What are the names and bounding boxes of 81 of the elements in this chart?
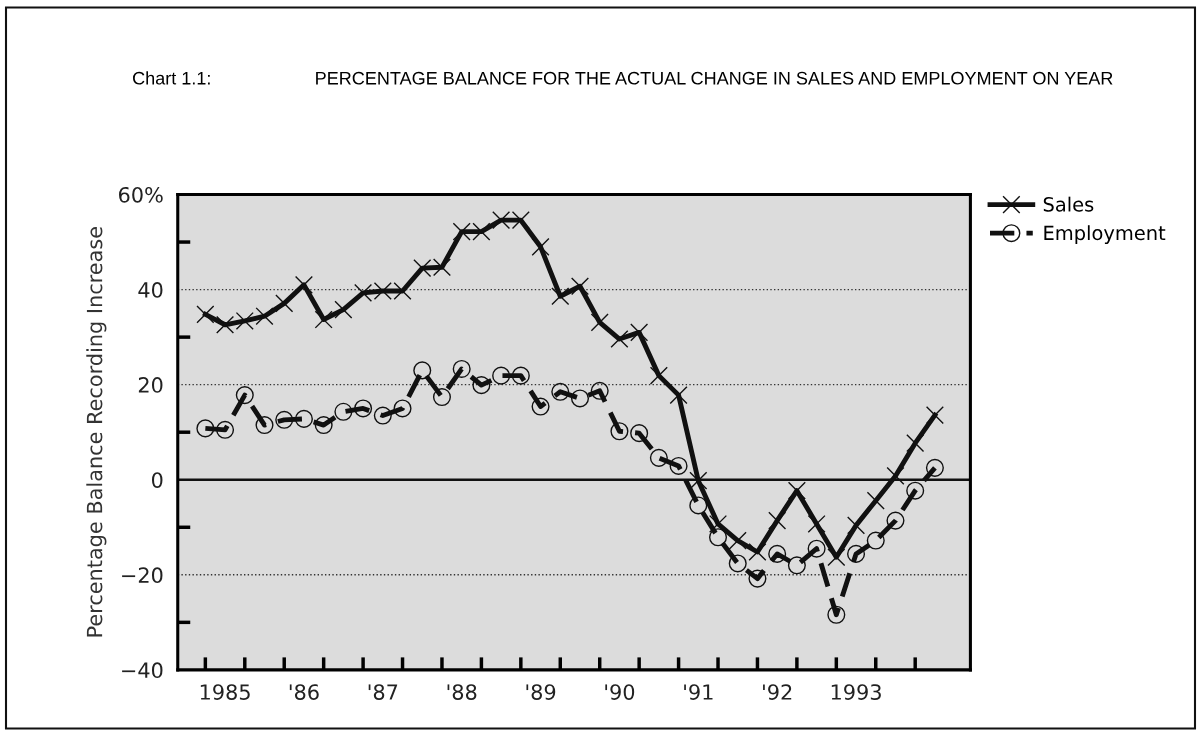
- y-tick-label: 20: [138, 377, 163, 393]
- point: [866, 531, 885, 550]
- point: [847, 516, 866, 535]
- point: [906, 481, 925, 500]
- point: [787, 481, 806, 500]
- point: [827, 605, 846, 624]
- y-tick-label: 60%: [119, 186, 163, 203]
- point: [216, 315, 235, 334]
- chart-title: Chart 1.1:: [133, 71, 210, 85]
- point: [334, 402, 353, 421]
- point: [669, 456, 688, 475]
- legend-label: Employment: [1044, 225, 1166, 245]
- y-axis-title: Percentage Balance Recording Increase: [86, 227, 107, 637]
- point: [354, 399, 373, 418]
- point: [196, 305, 215, 324]
- point: [827, 548, 846, 567]
- point: [551, 287, 570, 306]
- point: [649, 366, 668, 385]
- point: [748, 542, 767, 562]
- point: [235, 386, 254, 405]
- point: [334, 300, 353, 319]
- point: [393, 399, 412, 418]
- point: [354, 283, 373, 302]
- y-tick-label: −40: [122, 662, 163, 679]
- x-tick-label: '88: [447, 684, 477, 700]
- point: [196, 419, 215, 438]
- point: [492, 366, 511, 385]
- point: [787, 556, 806, 575]
- point: [314, 310, 333, 329]
- point: [551, 382, 570, 401]
- point: [768, 511, 787, 530]
- point: [807, 539, 826, 558]
- point: [531, 237, 550, 256]
- y-tick-label: −20: [122, 567, 163, 584]
- point: [728, 554, 747, 573]
- point: [689, 496, 708, 515]
- point: [570, 389, 590, 408]
- point: [511, 366, 530, 385]
- point: [610, 422, 629, 441]
- x-tick-label: '92: [763, 684, 792, 700]
- point: [748, 569, 767, 588]
- point: [413, 361, 432, 380]
- point: [570, 277, 590, 296]
- x-tick-label: '86: [289, 684, 319, 700]
- point: [708, 528, 728, 547]
- point: [255, 307, 274, 326]
- point: [669, 386, 688, 405]
- point: [294, 409, 313, 428]
- chart-subtitle: PERCENTAGE BALANCE FOR THE ACTUAL CHANGE IN SALES AND EMPLOYMENT ON YEAR: [316, 71, 1113, 85]
- point: [472, 376, 491, 395]
- x-tick-label: 1985: [200, 684, 250, 700]
- point: [728, 531, 747, 550]
- point: [649, 448, 668, 467]
- point: [275, 410, 294, 429]
- x-tick-label: '87: [368, 684, 398, 700]
- point: [847, 544, 866, 563]
- point: [925, 458, 944, 477]
- point: [255, 416, 274, 435]
- x-tick-label: '90: [605, 684, 635, 700]
- point: [314, 416, 333, 435]
- point: [531, 397, 550, 416]
- point: [590, 381, 609, 400]
- point: [925, 406, 944, 425]
- x-tick-label: 1993: [831, 684, 881, 700]
- point: [373, 406, 392, 425]
- legend-label: Sales: [1043, 196, 1094, 212]
- point: [886, 511, 905, 530]
- x-tick-label: '91: [684, 684, 713, 700]
- point: [689, 471, 708, 490]
- y-tick-label: 40: [138, 282, 163, 298]
- point: [452, 359, 471, 379]
- point: [630, 424, 649, 443]
- point: [216, 420, 235, 439]
- point: [630, 323, 649, 342]
- point: [768, 544, 787, 563]
- point: [807, 514, 826, 533]
- point: [610, 329, 629, 349]
- point: [235, 311, 254, 330]
- x-tick-label: '89: [526, 684, 556, 700]
- point: [432, 387, 451, 407]
- y-tick-label: 0: [151, 472, 163, 488]
